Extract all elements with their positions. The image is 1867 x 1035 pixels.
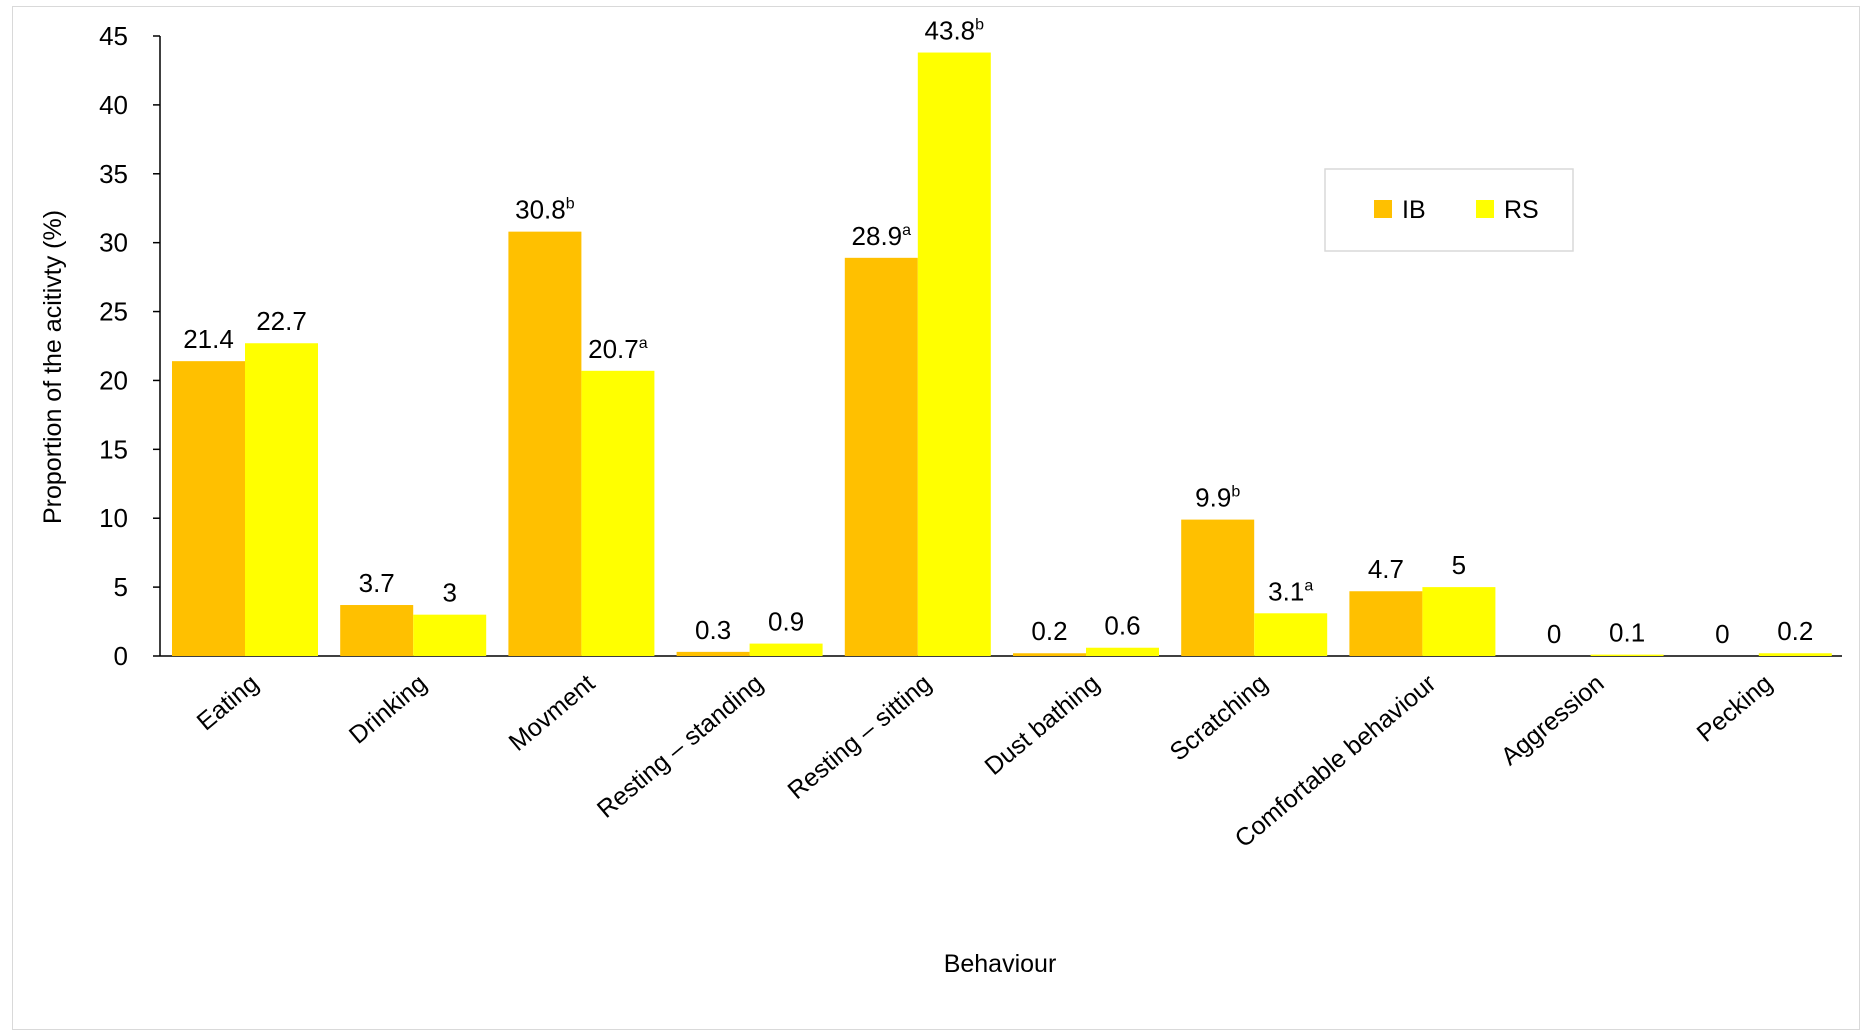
data-label-ib-9: 0: [1715, 619, 1729, 649]
legend-swatch-rs: [1476, 200, 1494, 218]
y-tick-label: 25: [99, 297, 128, 327]
y-tick-label: 10: [99, 503, 128, 533]
data-label-ib-0: 21.4: [183, 324, 234, 354]
data-label-rs-0: 22.7: [256, 306, 307, 336]
x-tick-label-0: Eating: [192, 669, 264, 736]
bar-rs-5: [1086, 647, 1159, 656]
bar-ib-1: [340, 605, 414, 656]
legend-label-ib: IB: [1402, 196, 1426, 224]
y-tick-label: 45: [99, 21, 128, 51]
bars: [172, 52, 1832, 657]
x-tick-label-4: Resting – sitting: [782, 669, 936, 805]
y-tick-label: 5: [114, 572, 128, 602]
y-axis-title: Proportion of the acitivty (%): [39, 210, 67, 524]
bar-ib-6: [1181, 519, 1255, 656]
bar-ib-4: [844, 257, 918, 656]
bar-rs-2: [581, 370, 655, 656]
data-label-ib-1: 3.7: [359, 568, 395, 598]
data-label-ib-5: 0.2: [1031, 616, 1067, 646]
data-label-rs-4: 43.8b: [925, 16, 985, 46]
data-label-ib-7: 4.7: [1368, 554, 1404, 584]
data-label-rs-6: 3.1a: [1268, 576, 1313, 606]
data-label-ib-4: 28.9a: [852, 221, 912, 251]
data-label-ib-2: 30.8b: [515, 195, 575, 225]
data-label-rs-7: 5: [1452, 550, 1466, 580]
bar-rs-6: [1254, 613, 1328, 656]
bar-rs-3: [749, 643, 823, 656]
data-label-rs-3: 0.9: [768, 607, 804, 637]
data-label-ib-6: 9.9b: [1195, 483, 1240, 513]
x-tick-label-1: Drinking: [344, 669, 432, 749]
bar-ib-3: [676, 651, 750, 656]
data-label-ib-3: 0.3: [695, 615, 731, 645]
data-label-rs-1: 3: [442, 578, 456, 608]
y-axis: 0 5 10 15 20 25 30 35 40 45: [99, 21, 161, 671]
bar-ib-7: [1349, 591, 1423, 656]
bar-ib-0: [172, 361, 245, 656]
x-tick-label-8: Aggression: [1496, 669, 1610, 771]
x-tick-label-2: Movment: [504, 669, 601, 757]
bar-rs-8: [1590, 654, 1664, 656]
data-label-rs-9: 0.2: [1777, 616, 1813, 646]
x-tick-label-9: Pecking: [1692, 669, 1778, 748]
bar-rs-0: [245, 343, 318, 656]
y-tick-label: 30: [99, 228, 128, 258]
y-tick-label: 20: [99, 365, 128, 395]
data-labels: 21.4 22.7 3.7 3 30.8b 20.7a 0.3 0.9 28.9a 43.8b 0.…: [183, 16, 1813, 649]
legend-label-rs: RS: [1504, 196, 1539, 224]
data-label-rs-8: 0.1: [1609, 618, 1645, 648]
bar-rs-1: [413, 614, 487, 656]
bar-ib-2: [508, 231, 582, 656]
bar-rs-4: [917, 52, 991, 657]
x-tick-label-5: Dust bathing: [979, 669, 1105, 781]
legend-box: [1324, 168, 1574, 252]
bar-rs-9: [1758, 653, 1832, 656]
x-tick-label-6: Scratching: [1165, 669, 1273, 766]
y-tick-label: 40: [99, 90, 128, 120]
data-label-rs-2: 20.7a: [588, 334, 648, 364]
y-tick-label: 35: [99, 159, 128, 189]
y-tick-label: 0: [114, 641, 128, 671]
bar-rs-7: [1422, 587, 1496, 656]
y-tick-label: 15: [99, 434, 128, 464]
x-axis-title: Behaviour: [944, 950, 1057, 978]
data-label-ib-8: 0: [1547, 619, 1561, 649]
data-label-rs-5: 0.6: [1104, 611, 1140, 641]
bar-ib-5: [1013, 653, 1086, 656]
legend: IB RS: [1324, 168, 1574, 252]
x-tick-label-3: Resting – standing: [592, 669, 769, 824]
legend-swatch-ib: [1374, 200, 1392, 218]
